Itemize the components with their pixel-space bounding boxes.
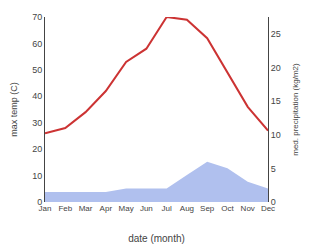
svg-text:70: 70 <box>32 12 42 22</box>
svg-text:date (month): date (month) <box>128 233 185 244</box>
svg-text:10: 10 <box>32 171 42 181</box>
svg-text:25: 25 <box>271 29 281 39</box>
svg-text:Dec: Dec <box>261 204 275 213</box>
svg-text:Sep: Sep <box>200 204 215 213</box>
svg-text:20: 20 <box>271 63 281 73</box>
svg-text:Jun: Jun <box>140 204 153 213</box>
svg-text:10: 10 <box>271 130 281 140</box>
svg-text:15: 15 <box>271 96 281 106</box>
svg-text:30: 30 <box>32 118 42 128</box>
svg-text:Aug: Aug <box>180 204 194 213</box>
svg-text:May: May <box>119 204 134 213</box>
svg-text:Jul: Jul <box>162 204 172 213</box>
svg-text:max temp (C): max temp (C) <box>9 82 19 137</box>
svg-text:5: 5 <box>271 164 276 174</box>
svg-text:50: 50 <box>32 65 42 75</box>
svg-text:med. precipitation (kg/m2): med. precipitation (kg/m2) <box>291 63 300 156</box>
svg-text:Apr: Apr <box>100 204 113 213</box>
svg-text:Oct: Oct <box>221 204 234 213</box>
svg-text:0: 0 <box>37 197 42 207</box>
svg-text:Nov: Nov <box>241 204 255 213</box>
svg-text:0: 0 <box>271 197 276 207</box>
svg-text:60: 60 <box>32 39 42 49</box>
svg-text:40: 40 <box>32 91 42 101</box>
svg-text:Feb: Feb <box>58 204 72 213</box>
svg-text:20: 20 <box>32 144 42 154</box>
svg-text:Jan: Jan <box>39 204 52 213</box>
svg-text:Mar: Mar <box>79 204 93 213</box>
